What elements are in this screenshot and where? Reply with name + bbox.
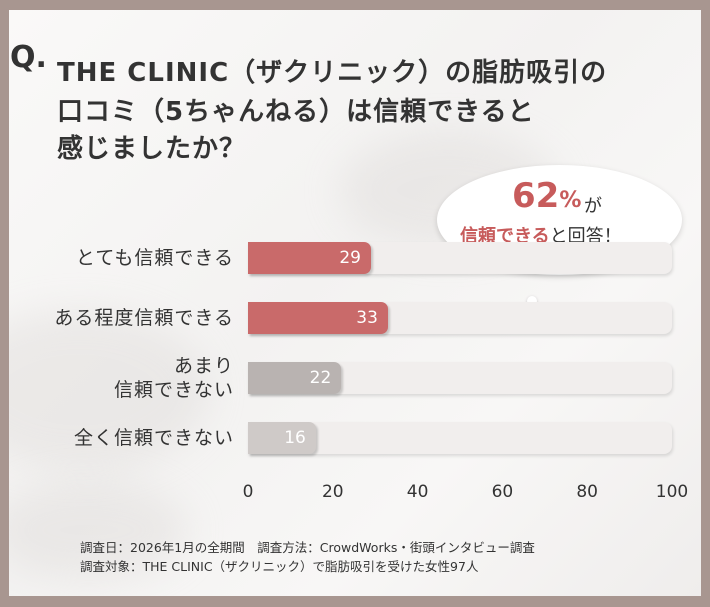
callout-tail-dot — [527, 296, 537, 306]
bar-value-label: 22 — [309, 368, 332, 388]
bar-value-label: 33 — [356, 308, 378, 328]
x-tick-label: 60 — [491, 482, 514, 502]
question-line-1: THE CLINIC（ザクリニック）の脂肪吸引の — [57, 58, 608, 88]
category-label: 全く信頼できない — [73, 427, 234, 449]
x-tick-label: 20 — [321, 482, 344, 502]
callout-tail-text: と回答！ — [549, 226, 622, 247]
question-line-3: 感じましたか？ — [57, 134, 247, 164]
x-tick-label: 40 — [406, 482, 429, 502]
category-label: あまり 信頼できない — [113, 355, 234, 401]
callout-highlight: 信頼できる — [460, 226, 550, 247]
callout-percent: 62% — [512, 176, 582, 216]
background-shadow — [9, 310, 209, 470]
bar-value-label: 16 — [284, 428, 306, 448]
category-label: ある程度信頼できる — [54, 307, 234, 329]
background-shadow — [9, 480, 189, 580]
callout-suffix: が — [584, 196, 602, 217]
x-tick-label: 100 — [655, 482, 689, 502]
bar — [248, 302, 388, 334]
question-mark: Q. — [10, 40, 47, 75]
bar — [248, 242, 371, 274]
x-tick-label: 0 — [242, 482, 254, 502]
x-tick-label: 80 — [576, 482, 599, 502]
question-line-2: 口コミ（5ちゃんねる）は信頼できると — [57, 97, 535, 127]
bar-value-label: 29 — [339, 248, 361, 268]
category-label: とても信頼できる — [75, 247, 234, 269]
bar-track — [248, 422, 672, 454]
footer-subject: 調査対象：THE CLINIC（ザクリニック）で脂肪吸引を受けた女性97人 — [80, 559, 479, 574]
bar — [248, 422, 316, 454]
callout-line-2: 信頼できると回答！ — [460, 222, 622, 248]
footer-date-method: 調査日：2026年1月の全期間 調査方法：CrowdWorks・街頭インタビュー… — [80, 540, 535, 555]
bar — [248, 362, 342, 394]
